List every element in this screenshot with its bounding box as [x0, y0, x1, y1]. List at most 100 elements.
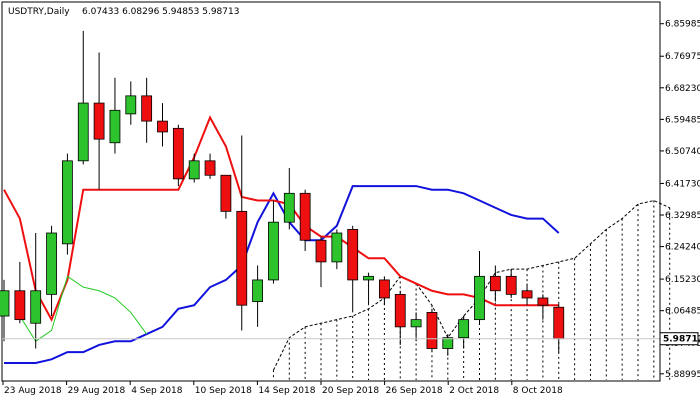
- ohlc-readout: 6.07433 6.08296 5.94853 5.98713: [82, 7, 239, 17]
- candle-body: [204, 160, 216, 176]
- candle-body: [109, 109, 121, 144]
- current-price-marker: 5.98713: [2, 332, 700, 346]
- y-tick-label: 6.15230: [665, 275, 700, 285]
- candle: [521, 283, 533, 306]
- candle-body: [378, 279, 390, 299]
- x-tick-label: 23 Aug 2018: [4, 386, 62, 396]
- candle-body: [188, 160, 200, 180]
- y-tick-label: 6.06485: [665, 307, 700, 317]
- candle: [220, 174, 232, 219]
- current-price-box: [659, 332, 699, 346]
- chart-frame: [1, 1, 661, 382]
- candle: [125, 81, 137, 125]
- y-tick-label: 6.24240: [665, 243, 700, 253]
- candle-body: [172, 127, 184, 180]
- y-tick-label: 6.32985: [665, 211, 700, 221]
- candle: [410, 312, 422, 342]
- y-tick-label: 6.41730: [665, 179, 700, 189]
- indicator-lines: [3, 115, 560, 364]
- candle-body: [458, 319, 470, 339]
- y-tick-label: 6.50740: [665, 147, 700, 157]
- ichimoku-cloud: [272, 199, 671, 380]
- x-tick-label: 26 Sep 2018: [386, 386, 443, 396]
- x-tick-label: 20 Sep 2018: [322, 386, 379, 396]
- y-tick-label: 6.68230: [665, 84, 700, 94]
- candle-body: [14, 290, 26, 321]
- candle: [268, 200, 279, 284]
- candle-body: [474, 275, 485, 321]
- candles: [0, 30, 565, 356]
- candle-body: [283, 192, 295, 223]
- candle-body: [30, 290, 42, 324]
- candle-body: [394, 293, 406, 328]
- cloud-edge-line: [273, 199, 670, 371]
- candle-body: [125, 95, 137, 115]
- x-axis: 23 Aug 2018 29 Aug 2018 4 Sep 2018 10 Sep 2…: [2, 381, 563, 396]
- candle-body: [268, 221, 279, 281]
- candle: [347, 225, 359, 313]
- candle: [426, 308, 438, 353]
- candle-body: [46, 232, 57, 295]
- candle: [537, 294, 549, 320]
- candle: [204, 153, 216, 179]
- candle-body: [363, 275, 374, 281]
- candle: [442, 334, 454, 356]
- candle: [394, 290, 406, 345]
- candle: [553, 304, 565, 353]
- candle: [30, 233, 42, 349]
- current-price-label: 5.98713: [663, 335, 700, 345]
- candle: [188, 153, 200, 183]
- candle: [0, 279, 10, 342]
- x-tick-label: 29 Aug 2018: [68, 386, 126, 396]
- candle: [14, 261, 26, 324]
- y-tick-label: 6.59485: [665, 115, 700, 125]
- candle: [283, 168, 295, 230]
- candle: [141, 77, 153, 143]
- candle: [252, 265, 264, 327]
- candle: [505, 269, 517, 298]
- candle: [62, 153, 73, 255]
- candle: [363, 272, 374, 306]
- candle-body: [236, 210, 248, 306]
- candle-body: [505, 275, 517, 295]
- senkou-span-b-line: [4, 185, 560, 364]
- candle-body: [315, 239, 327, 263]
- candle-body: [299, 192, 311, 241]
- candle-body: [77, 102, 89, 162]
- candle: [109, 77, 121, 154]
- candle-body: [62, 160, 73, 245]
- plot-border: [1, 1, 661, 382]
- candle: [378, 276, 390, 306]
- candle-body: [442, 337, 454, 349]
- candle-body: [347, 228, 359, 281]
- y-tick-label: 5.88995: [665, 370, 700, 380]
- candle-body: [489, 275, 501, 292]
- y-axis: 6.85985 6.76975 6.68230 6.59485 6.50740 6.417…: [660, 20, 700, 380]
- x-tick-label: 2 Oct 2018: [449, 386, 499, 396]
- candle: [489, 265, 501, 302]
- candle: [331, 229, 343, 270]
- candle: [458, 316, 470, 349]
- x-tick-label: 10 Sep 2018: [195, 386, 252, 396]
- candle-body: [410, 319, 422, 328]
- candle: [236, 135, 248, 331]
- candle-body: [521, 290, 533, 299]
- candle: [157, 103, 168, 147]
- candle-body: [220, 174, 232, 212]
- candle-body: [93, 102, 105, 140]
- y-tick-label: 6.76975: [665, 52, 700, 62]
- candle: [172, 124, 184, 187]
- candle-body: [331, 232, 343, 263]
- x-tick-label: 4 Sep 2018: [131, 386, 183, 396]
- candle-body: [553, 306, 565, 340]
- candle: [93, 52, 105, 190]
- candle-body: [426, 312, 438, 349]
- candle: [315, 236, 327, 288]
- candle: [77, 30, 89, 165]
- candle-body: [537, 297, 549, 306]
- candle: [474, 251, 485, 324]
- candle-body: [252, 279, 264, 302]
- candle-body: [141, 95, 153, 122]
